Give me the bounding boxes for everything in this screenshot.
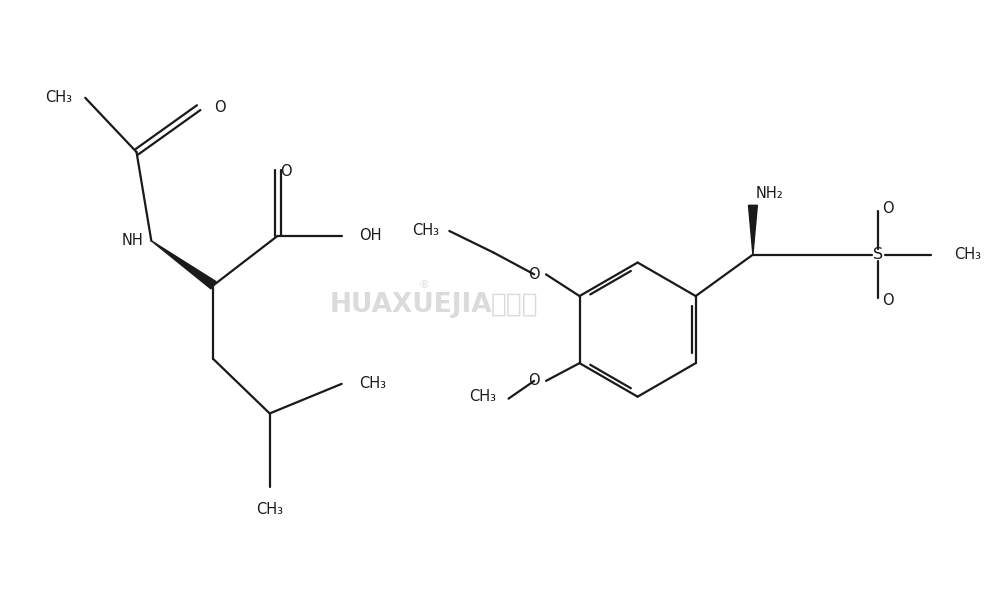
Polygon shape [749, 206, 758, 255]
Text: ®: ® [418, 280, 430, 290]
Text: OH: OH [359, 228, 382, 243]
Text: O: O [528, 267, 540, 282]
Text: O: O [215, 100, 226, 115]
Text: S: S [873, 247, 884, 262]
Text: O: O [528, 373, 540, 388]
Text: HUAXUEJIA: HUAXUEJIA [330, 292, 492, 318]
Text: CH₃: CH₃ [468, 389, 496, 404]
Text: CH₃: CH₃ [954, 247, 981, 262]
Text: CH₃: CH₃ [412, 224, 440, 239]
Text: NH: NH [122, 233, 144, 248]
Text: CH₃: CH₃ [359, 376, 387, 391]
Text: 化学加: 化学加 [490, 292, 538, 318]
Text: O: O [280, 164, 292, 179]
Text: O: O [882, 201, 893, 216]
Text: O: O [882, 293, 893, 308]
Text: CH₃: CH₃ [45, 90, 73, 105]
Polygon shape [152, 241, 216, 289]
Text: CH₃: CH₃ [256, 502, 283, 517]
Text: NH₂: NH₂ [756, 186, 783, 201]
